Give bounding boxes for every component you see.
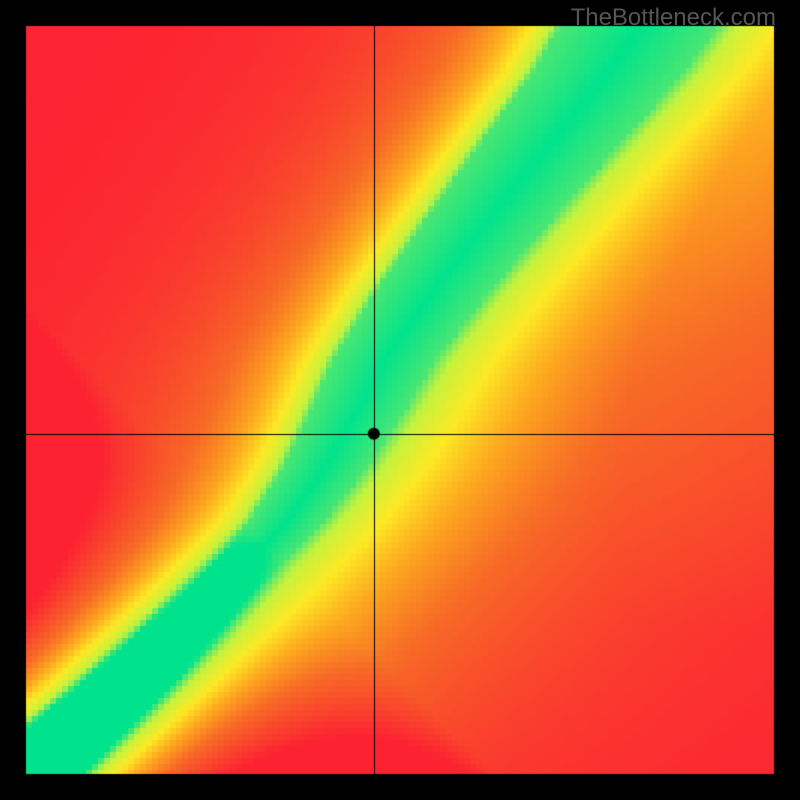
bottleneck-heatmap-canvas bbox=[0, 0, 800, 800]
watermark-text: TheBottleneck.com bbox=[571, 4, 776, 32]
